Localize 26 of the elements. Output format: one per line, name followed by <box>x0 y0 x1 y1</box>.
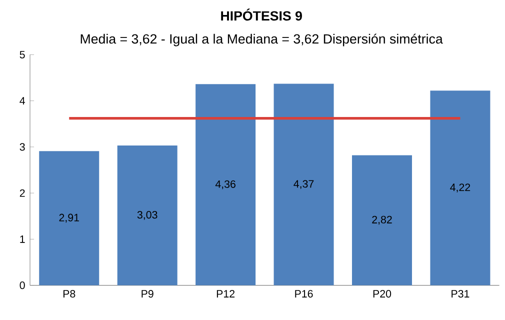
y-tick-label: 1 <box>20 236 25 243</box>
x-tick-label: P16 <box>295 290 313 298</box>
chart-title: HIPÓTESIS 9 <box>221 8 302 21</box>
x-tick-label: P12 <box>216 290 235 298</box>
y-tick-label: 5 <box>20 50 25 58</box>
y-tick-label: 2 <box>20 189 25 197</box>
x-tick-label: P8 <box>63 290 76 298</box>
chart-subtitle: Media = 3,62 - Igual a la Mediana = 3,62 Dispersión simétrica <box>80 34 443 46</box>
bar <box>117 146 178 286</box>
bar <box>39 151 100 286</box>
bar <box>430 90 490 286</box>
bar <box>274 84 334 286</box>
y-tick-label: 0 <box>20 282 25 290</box>
data-label: 2,82 <box>372 216 392 225</box>
bar <box>352 155 412 286</box>
data-label: 3,03 <box>137 211 158 220</box>
data-label: 4,37 <box>294 180 314 189</box>
x-tick-label: P9 <box>142 290 154 298</box>
data-label: 4,36 <box>215 180 236 190</box>
x-tick-label: P31 <box>452 290 470 298</box>
bar <box>196 84 256 286</box>
y-tick-label: 4 <box>20 97 25 104</box>
y-tick-label: 3 <box>20 143 25 151</box>
x-tick-label: P20 <box>373 290 392 298</box>
data-label: 2,91 <box>59 214 79 223</box>
data-label: 4,22 <box>450 184 470 192</box>
